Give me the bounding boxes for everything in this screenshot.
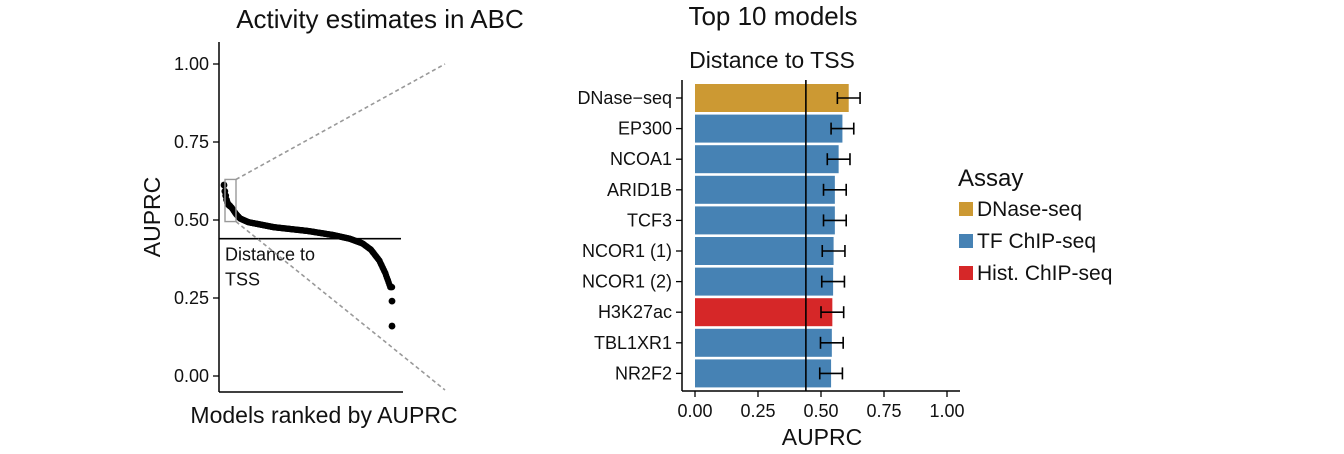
bar	[695, 84, 849, 112]
ranked-models-panel: Activity estimates in ABC Models ranked …	[139, 4, 524, 428]
bar	[695, 298, 833, 327]
left-y-tick-label: 1.00	[174, 54, 209, 74]
category-label: TBL1XR1	[594, 333, 672, 353]
category-label: H3K27ac	[598, 302, 672, 322]
bar	[695, 145, 839, 174]
legend-label: DNase-seq	[977, 198, 1082, 221]
bar	[695, 328, 832, 357]
outlier-point	[388, 297, 396, 305]
bars-group	[695, 84, 849, 388]
x-tick-label: 0.25	[740, 401, 775, 421]
assay-legend: Assay DNase-seq TF ChIP-seq Hist. ChIP-seq	[958, 165, 1112, 285]
top-models-panel: Top 10 models Distance to TSS AUPRC DNas…	[577, 1, 964, 450]
bar	[695, 237, 834, 265]
zoom-guide-upper	[235, 63, 446, 181]
right-chart-title: Top 10 models	[688, 1, 857, 31]
model-point	[220, 181, 228, 189]
x-tick-label: 1.00	[929, 401, 964, 421]
left-y-tick-label: 0.25	[174, 288, 209, 308]
left-chart-title: Activity estimates in ABC	[236, 4, 524, 34]
zoom-box	[224, 178, 237, 223]
left-x-axis-title: Models ranked by AUPRC	[190, 402, 457, 428]
legend-swatch	[959, 234, 973, 248]
category-label: TCF3	[627, 210, 672, 230]
bar	[695, 359, 832, 388]
left-y-tick-label: 0.50	[174, 210, 209, 230]
legend-title: Assay	[958, 165, 1023, 192]
category-label: NCOR1 (1)	[582, 241, 672, 261]
bar	[695, 206, 835, 235]
legend-label: TF ChIP-seq	[977, 230, 1096, 253]
outlier-point	[388, 322, 396, 330]
bar	[695, 267, 834, 296]
zoom-guide-lower	[235, 220, 446, 391]
legend-label: Hist. ChIP-seq	[977, 262, 1112, 285]
x-tick-label: 0.00	[677, 401, 712, 421]
error-bars-group	[818, 92, 861, 380]
category-label: DNase−seq	[577, 88, 672, 108]
right-x-axis-title: AUPRC	[782, 424, 863, 450]
left-y-tick-label: 0.75	[174, 132, 209, 152]
category-label: ARID1B	[607, 180, 672, 200]
legend-swatch	[959, 266, 973, 280]
bar	[695, 114, 843, 143]
bar	[695, 175, 835, 204]
model-point	[388, 283, 396, 291]
x-tick-label: 0.50	[803, 401, 838, 421]
reference-line-label: Distance to	[225, 245, 315, 265]
x-tick-label: 0.75	[866, 401, 901, 421]
category-label: NR2F2	[615, 363, 672, 383]
reference-line-label: TSS	[225, 270, 260, 290]
category-label: NCOR1 (2)	[582, 272, 672, 292]
left-y-tick-label: 0.00	[174, 366, 209, 386]
legend-swatch	[959, 202, 973, 216]
category-label: NCOA1	[610, 149, 672, 169]
left-y-axis-title: AUPRC	[139, 177, 165, 258]
category-label: EP300	[618, 119, 672, 139]
right-chart-subtitle: Distance to TSS	[689, 47, 855, 73]
